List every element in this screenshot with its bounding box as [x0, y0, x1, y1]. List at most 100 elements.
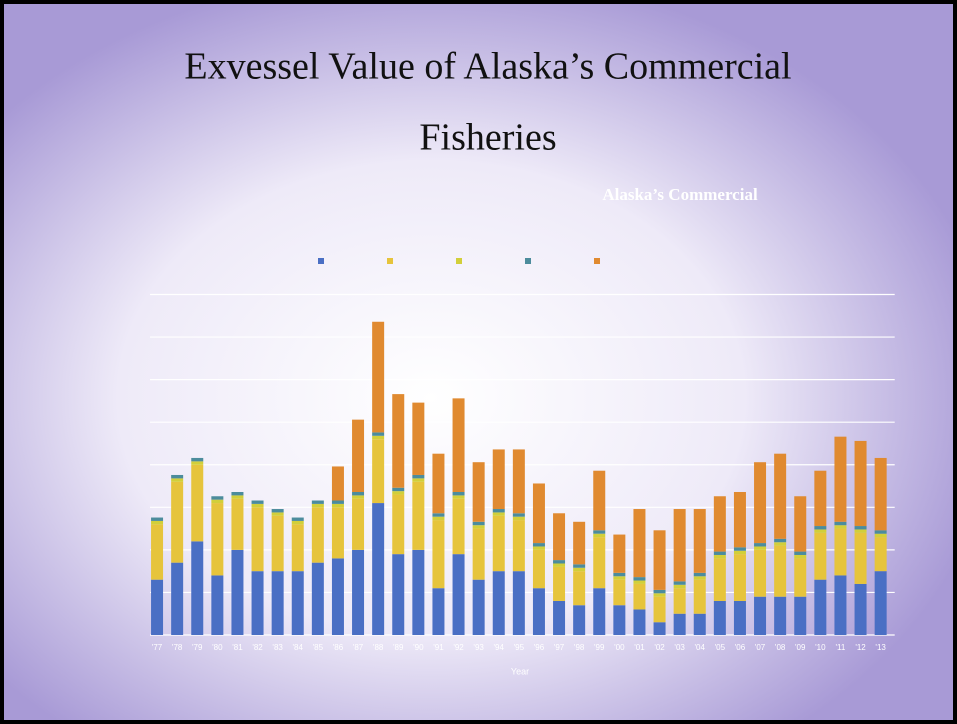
bar-segment [331, 507, 344, 559]
bar-segment [251, 571, 264, 635]
x-tick-label: '99 [594, 643, 605, 652]
bar-segment [492, 509, 505, 513]
bar-segment [211, 499, 224, 504]
bar-segment [472, 521, 485, 526]
bar-segment [352, 491, 365, 496]
bar-segment [532, 543, 545, 547]
bar-segment [432, 453, 445, 514]
x-tick-label: '78 [172, 643, 183, 652]
bar-segment [754, 549, 767, 597]
x-tick-label: '80 [212, 643, 223, 652]
bar-segment [754, 543, 767, 547]
bar-segment [472, 528, 485, 580]
bar-segment [774, 453, 787, 539]
bar-segment [733, 547, 746, 551]
bar-segment [231, 498, 244, 550]
bar-segment [532, 549, 545, 589]
bar-segment [432, 513, 445, 517]
legend-marker [456, 258, 462, 264]
x-tick-label: '96 [534, 643, 545, 652]
x-tick-label: '06 [735, 643, 746, 652]
x-tick-label: '86 [333, 643, 344, 652]
bar-segment [412, 474, 425, 479]
bar-segment [713, 551, 726, 555]
bar-segment [231, 495, 244, 499]
bar-segment [452, 398, 465, 492]
bar-segment [412, 549, 425, 635]
bar-segment [151, 517, 164, 521]
chart-title: Alaska’s Commercial [602, 185, 758, 204]
x-tick-label: '04 [695, 643, 706, 652]
bar-segment [412, 481, 425, 550]
bar-segment [171, 478, 184, 482]
bar-segment [291, 520, 304, 525]
bar-segment [854, 532, 867, 584]
bar-segment [452, 554, 465, 635]
bar-segment [613, 579, 626, 606]
bar-segment [673, 581, 686, 585]
bar-segment [673, 588, 686, 614]
bar-segment [633, 580, 646, 584]
bar-segment [834, 521, 847, 526]
bar-segment [492, 571, 505, 635]
bar-segment [372, 435, 385, 440]
bar-segment [452, 491, 465, 496]
bar-segment [512, 513, 525, 517]
bar-segment [653, 589, 666, 594]
bar-segment [231, 491, 244, 496]
bar-segment [573, 567, 586, 572]
bar-segment [191, 464, 204, 542]
x-tick-label: '83 [272, 643, 283, 652]
x-axis-title: Year [511, 666, 529, 676]
bar-segment [412, 478, 425, 482]
bar-segment [774, 596, 787, 635]
legend-marker [525, 258, 531, 264]
x-tick-label: '93 [473, 643, 484, 652]
x-tick-label: '10 [815, 643, 826, 652]
bar-segment [432, 516, 445, 521]
bar-segment [191, 541, 204, 635]
bar-segment [311, 500, 324, 504]
bar-segment [874, 571, 887, 635]
bar-segment [613, 576, 626, 580]
bar-segment [673, 509, 686, 582]
x-tick-label: '08 [775, 643, 786, 652]
bar-segment [774, 542, 787, 546]
bar-segment [733, 600, 746, 635]
bar-segment [673, 584, 686, 589]
bar-segment [553, 560, 566, 564]
x-tick-label: '12 [855, 643, 866, 652]
bar-segment [171, 481, 184, 563]
bar-segment [573, 564, 586, 568]
bar-segment [311, 503, 324, 508]
bar-segment [251, 500, 264, 504]
x-tick-label: '92 [453, 643, 464, 652]
bar-segment [512, 571, 525, 635]
bar-segment [653, 622, 666, 635]
bar-segment [573, 605, 586, 635]
bar-segment [472, 525, 485, 529]
bar-segment [191, 461, 204, 465]
bar-segment [452, 495, 465, 499]
legend-marker [594, 258, 600, 264]
x-tick-label: '07 [755, 643, 766, 652]
bar-segment [291, 517, 304, 521]
bar-segment [794, 596, 807, 635]
bar-segment [633, 509, 646, 578]
bar-segment [271, 515, 284, 572]
bar-segment [774, 545, 787, 597]
bar-segment [492, 512, 505, 516]
bar-segment [573, 571, 586, 606]
bar-segment [693, 576, 706, 580]
x-tick-label: '87 [353, 643, 364, 652]
bar-segment [653, 530, 666, 590]
bar-segment [874, 533, 887, 538]
x-tick-label: '02 [654, 643, 665, 652]
slide-title: Exvessel Value of Alaska’s Commercial [184, 46, 791, 88]
bar-segment [834, 525, 847, 529]
bar-segment [151, 520, 164, 525]
bar-segment [653, 593, 666, 597]
bar-segment [733, 554, 746, 601]
bar-segment [331, 466, 344, 501]
